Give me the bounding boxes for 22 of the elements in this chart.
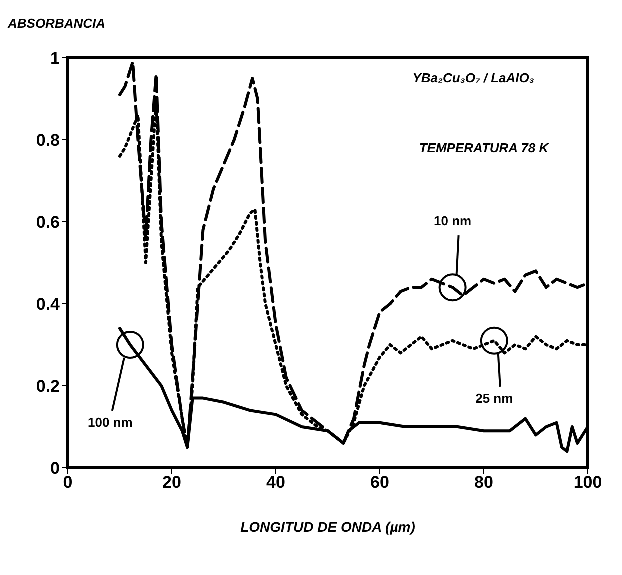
point xyxy=(480,326,508,355)
x-tick-label: 40 xyxy=(266,473,286,492)
y-axis-title: ABSORBANCIA xyxy=(8,16,106,31)
y-tick-label: 0.2 xyxy=(36,377,60,396)
text: 100 nm xyxy=(88,415,133,430)
annotation: TEMPERATURA 78 K xyxy=(419,140,550,156)
x-tick-label: 20 xyxy=(162,473,182,492)
x-tick-label: 60 xyxy=(370,473,390,492)
point xyxy=(438,274,467,302)
x-tick-label: 80 xyxy=(474,473,494,492)
text: 10 nm xyxy=(434,214,472,229)
x-tick-label: 100 xyxy=(574,473,602,492)
text: 25 nm xyxy=(476,390,514,406)
x-axis-title: LONGITUD DE ONDA (µm) xyxy=(240,519,416,535)
annotation: YBa₂Cu₃O₇ / LaAlO₃ xyxy=(412,70,534,86)
y-tick-label: 0 xyxy=(50,459,60,478)
y-tick-label: 0.4 xyxy=(36,295,61,314)
x-tick-label: 0 xyxy=(63,473,73,492)
y-tick-label: 0.6 xyxy=(36,213,60,232)
y-tick-label: 1 xyxy=(50,49,60,68)
y-tick-label: 0.8 xyxy=(36,131,60,150)
point xyxy=(116,331,144,359)
